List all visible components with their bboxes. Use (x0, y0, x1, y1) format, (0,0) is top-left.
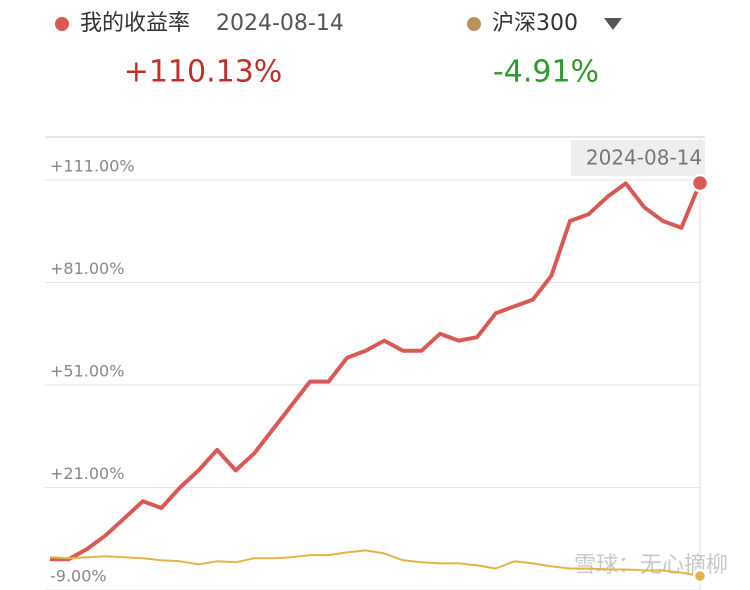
legend-dot (467, 17, 481, 31)
y-tick-label: +111.00% (50, 157, 135, 176)
series-line (50, 181, 702, 562)
end-marker (690, 173, 710, 193)
return-value: -4.91% (493, 55, 599, 90)
y-tick-label: +51.00% (50, 362, 124, 381)
dropdown-arrow[interactable] (604, 18, 622, 30)
legend-date: 2024-08-14 (216, 11, 344, 36)
legend-label[interactable]: 沪深300 (492, 11, 578, 36)
return-value: +110.13% (124, 55, 283, 90)
legend-dot (55, 17, 69, 31)
y-tick-label: -9.00% (50, 567, 107, 586)
y-tick-label: +21.00% (50, 464, 124, 483)
series-line (49, 549, 701, 577)
tooltip-box (571, 140, 705, 176)
legend-label[interactable]: 我的收益率 (80, 11, 190, 36)
y-tick-label: +81.00% (50, 259, 124, 278)
end-marker (692, 568, 708, 584)
tooltip-date: 2024-08-14 (586, 146, 702, 170)
